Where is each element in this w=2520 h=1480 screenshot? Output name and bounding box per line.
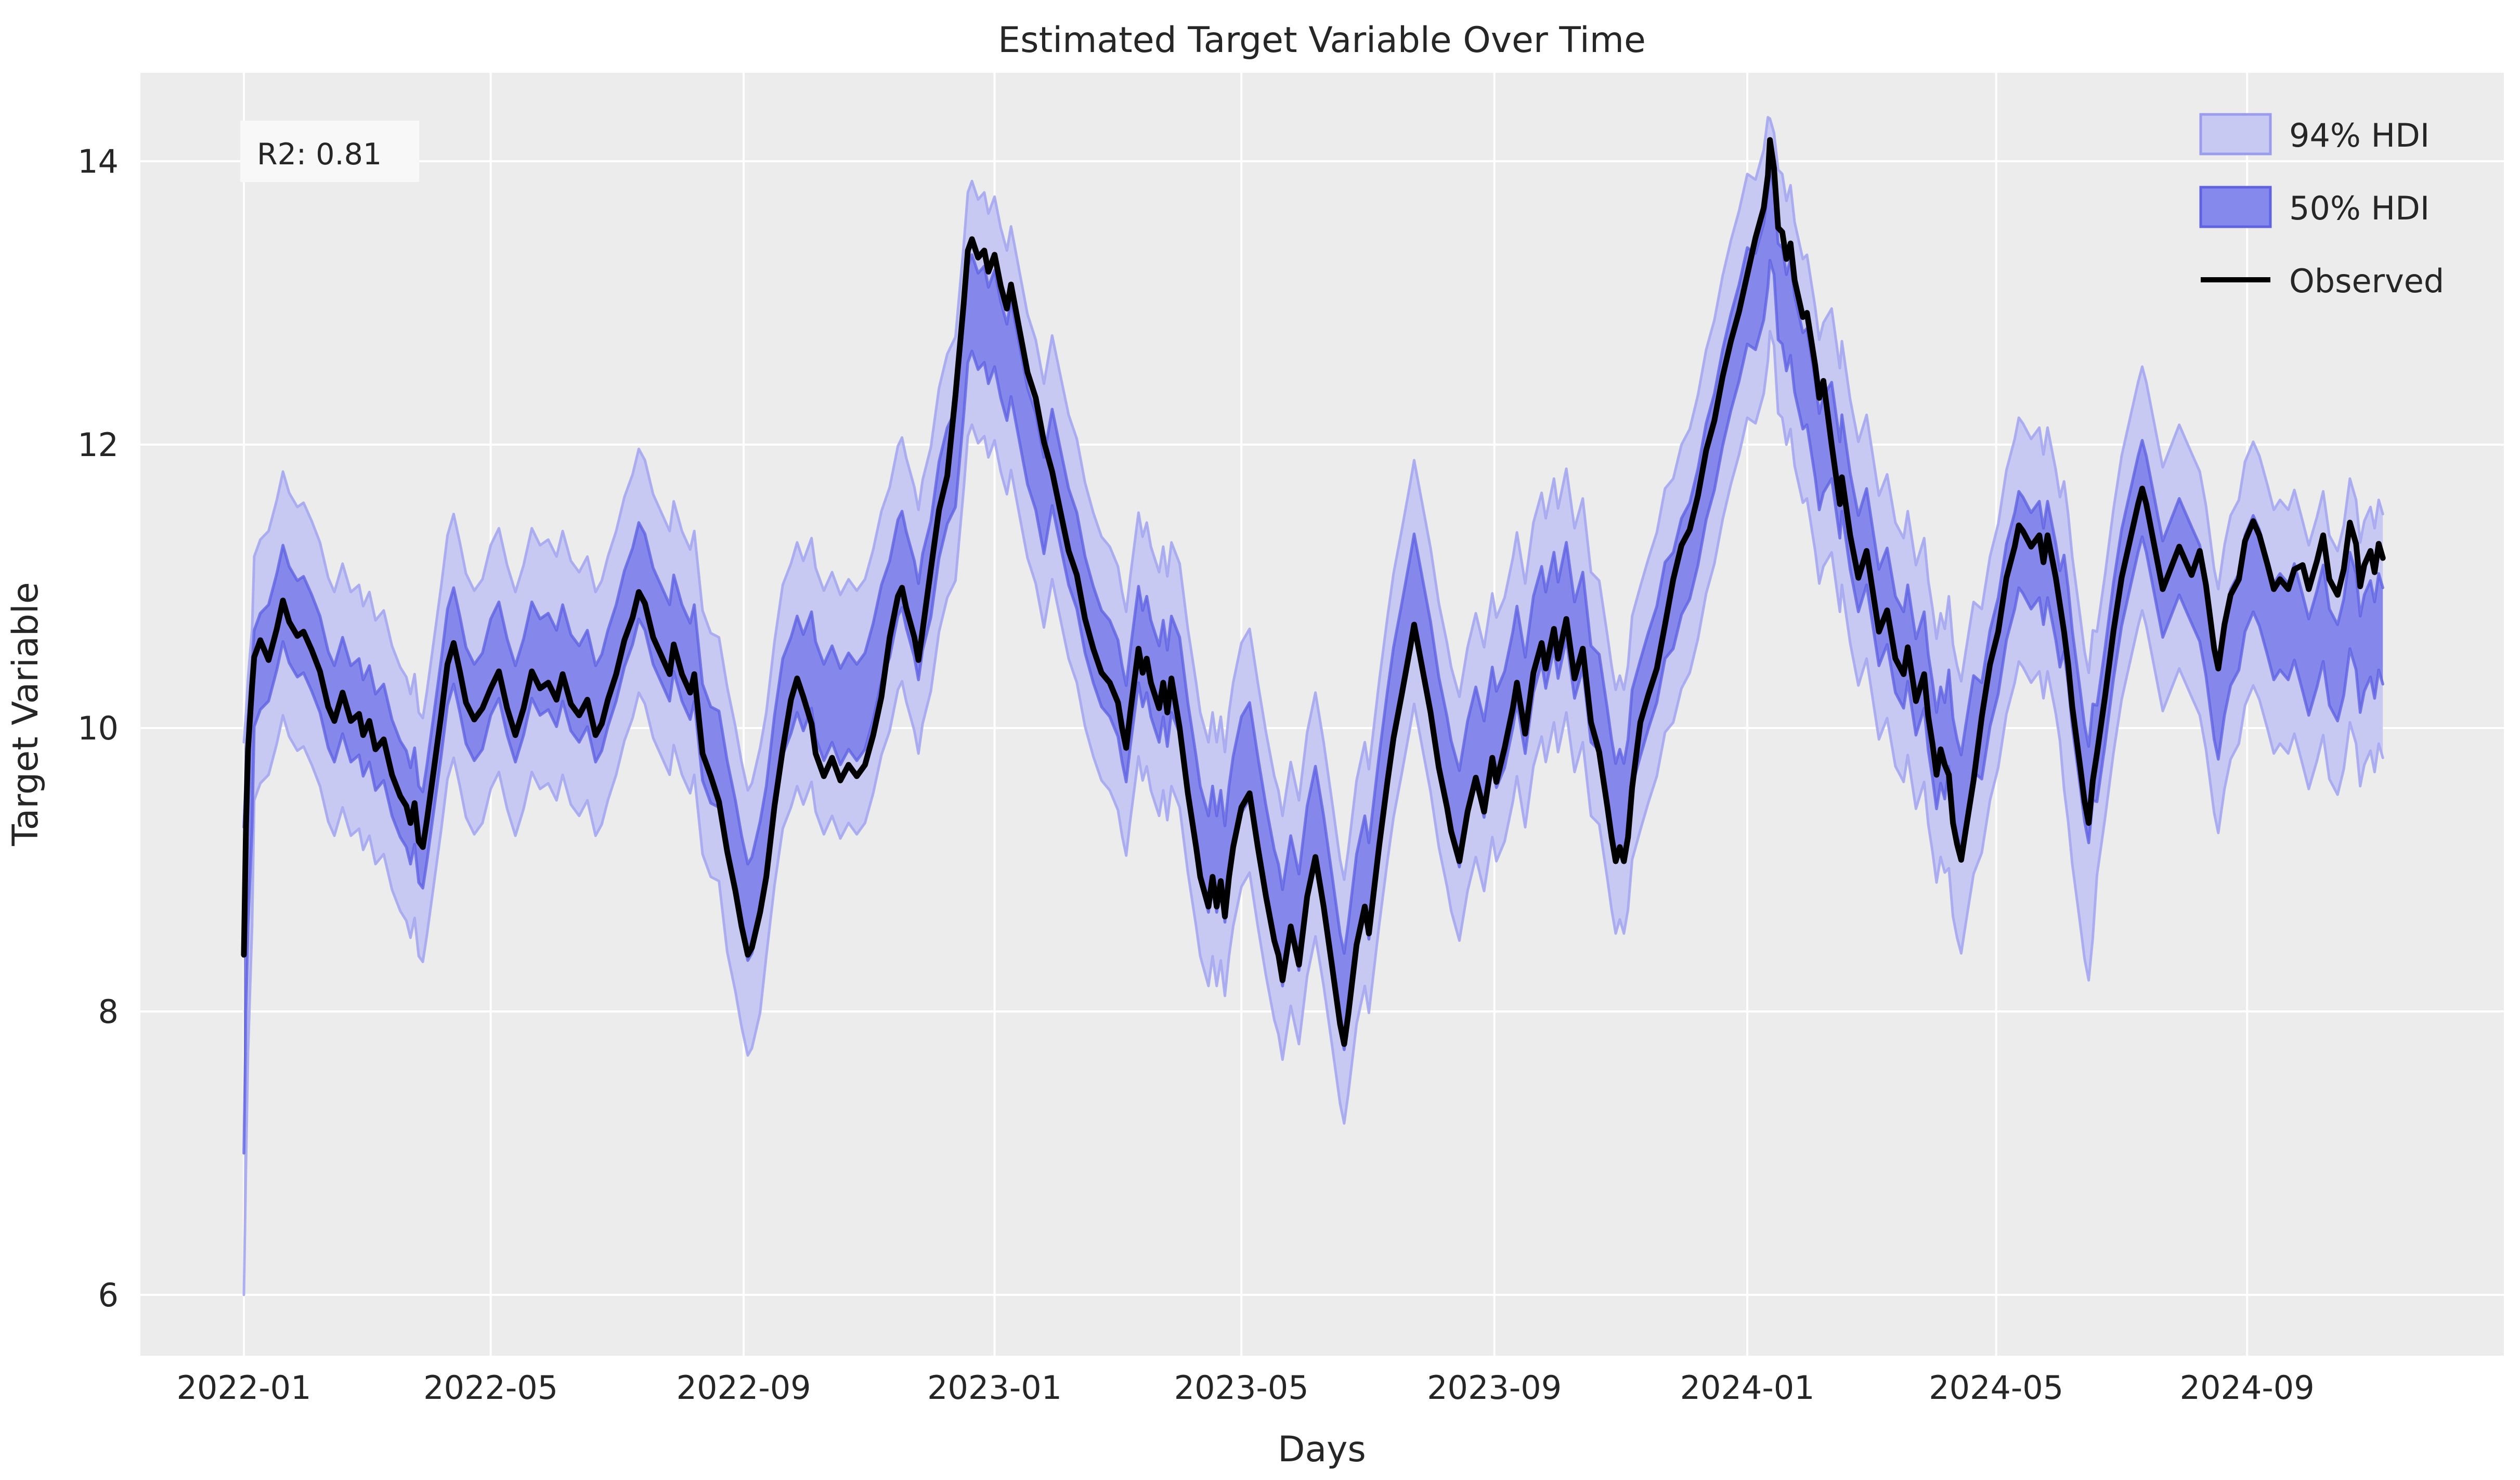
legend-label-observed: Observed [2289, 262, 2444, 300]
hdi-50-lower-edge [242, 258, 2384, 1155]
hdi-94-upper-edge [242, 116, 2384, 881]
hdi-50-upper-edge [242, 166, 2384, 955]
legend-label-94-hdi: 94% HDI [2289, 116, 2430, 154]
x-tick-label: 2023-05 [1174, 1369, 1309, 1407]
r2-annotation-box [240, 121, 419, 182]
y-tick-label: 14 [77, 142, 119, 180]
y-tick-label: 8 [98, 993, 119, 1031]
x-axis-label: Days [1278, 1429, 1366, 1470]
legend: 94% HDI 50% HDI Observed [2199, 113, 2444, 300]
r2-annotation: R2: 0.81 [240, 121, 419, 182]
legend-swatch-94-hdi [2199, 113, 2272, 155]
x-tick-label: 2022-09 [677, 1369, 811, 1407]
x-tick-label: 2023-01 [927, 1369, 1062, 1407]
y-axis-tick-labels: 14 12 10 8 6 [77, 142, 119, 1314]
x-tick-label: 2023-09 [1427, 1369, 1562, 1407]
x-tick-label: 2024-09 [2180, 1369, 2315, 1407]
data-layer [241, 116, 2386, 1296]
x-tick-label: 2022-01 [176, 1369, 311, 1407]
y-tick-label: 10 [77, 709, 119, 747]
legend-swatch-50-hdi [2199, 186, 2272, 228]
chart-title: Estimated Target Variable Over Time [998, 20, 1646, 61]
legend-label-50-hdi: 50% HDI [2289, 189, 2430, 227]
r2-annotation-text: R2: 0.81 [257, 137, 382, 172]
x-tick-label: 2024-01 [1680, 1369, 1815, 1407]
hdi-94-lower-edge [242, 330, 2384, 1296]
x-tick-label: 2022-05 [423, 1369, 558, 1407]
x-axis-tick-labels: 2022-01 2022-05 2022-09 2023-01 2023-05 2023-… [176, 1369, 2314, 1407]
y-axis-label: Target Variable [5, 582, 46, 846]
y-tick-label: 12 [77, 426, 119, 464]
observed-line [241, 137, 2386, 1047]
x-tick-label: 2024-05 [1929, 1369, 2063, 1407]
y-tick-label: 6 [98, 1276, 119, 1314]
